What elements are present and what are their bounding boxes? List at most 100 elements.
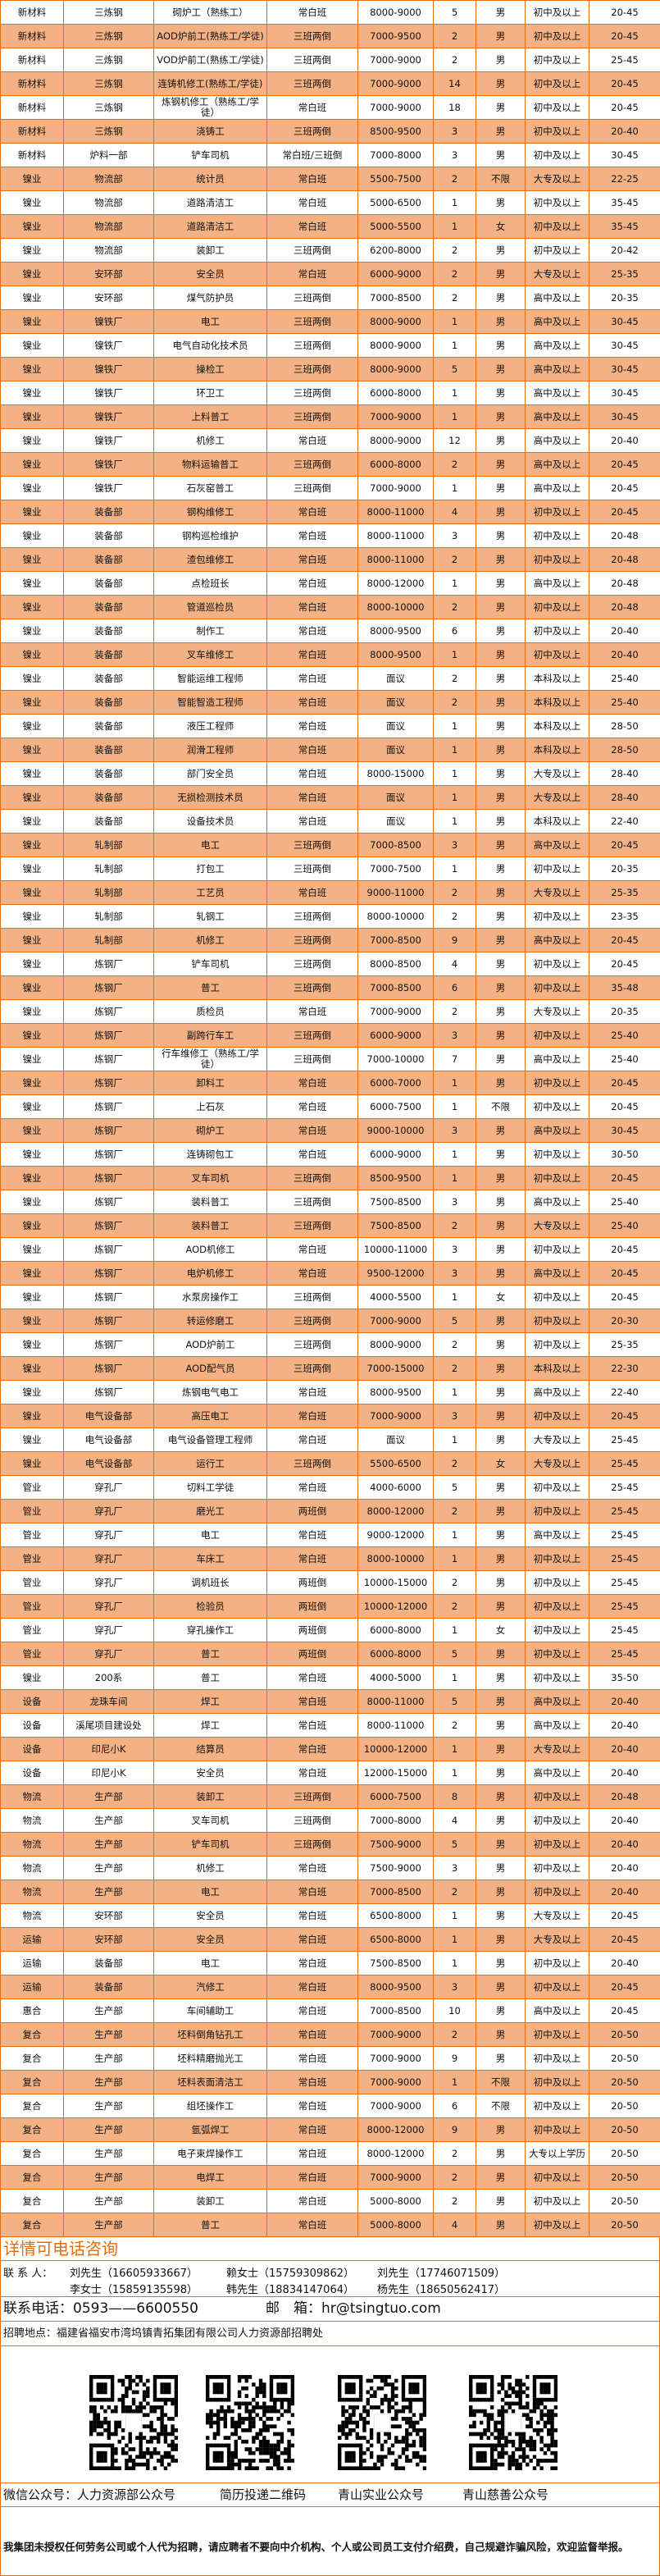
cell-salary: 6000-9000 bbox=[358, 1143, 434, 1167]
cell-shift: 常白班/三班倒 bbox=[267, 144, 358, 167]
cell-gender: 男 bbox=[476, 1167, 526, 1190]
cell-position: 机修工 bbox=[154, 429, 267, 453]
cell-age: 20-50 bbox=[589, 2142, 660, 2166]
cell-education: 大专及以上 bbox=[526, 263, 589, 286]
cell-shift: 三班两倒 bbox=[267, 48, 358, 72]
cell-education: 初中及以上 bbox=[526, 144, 589, 167]
cell-shift: 三班两倒 bbox=[267, 1333, 358, 1357]
cell-shift: 两班倒 bbox=[267, 1619, 358, 1642]
cell-headcount: 2 bbox=[434, 667, 476, 691]
cell-position: 部门安全员 bbox=[154, 762, 267, 786]
cell-shift: 常白班 bbox=[267, 1999, 358, 2023]
cell-salary: 8000-11000 bbox=[358, 1714, 434, 1738]
cell-shift: 三班两倒 bbox=[267, 381, 358, 405]
cell-headcount: 1 bbox=[434, 1167, 476, 1190]
cell-division: 镍业 bbox=[1, 857, 64, 881]
cell-gender: 男 bbox=[476, 453, 526, 477]
cell-headcount: 9 bbox=[434, 2047, 476, 2071]
cell-education: 初中及以上 bbox=[526, 1476, 589, 1500]
cell-position: 连铸机修工(熟练工/学徒) bbox=[154, 72, 267, 96]
cell-division: 镍业 bbox=[1, 1404, 64, 1428]
cell-age: 20-45 bbox=[589, 1975, 660, 1999]
cell-headcount: 2 bbox=[434, 1000, 476, 1024]
cell-division: 管业 bbox=[1, 1547, 64, 1571]
cell-age: 25-45 bbox=[589, 1547, 660, 1571]
cell-gender: 男 bbox=[476, 381, 526, 405]
cell-education: 高中及以上 bbox=[526, 310, 589, 334]
cell-education: 初中及以上 bbox=[526, 952, 589, 976]
cell-education: 初中及以上 bbox=[526, 1857, 589, 1880]
cell-gender: 男 bbox=[476, 48, 526, 72]
cell-gender: 男 bbox=[476, 1666, 526, 1690]
cell-division: 镍业 bbox=[1, 1238, 64, 1262]
contact: 刘先生（17746071509） bbox=[377, 2264, 505, 2280]
cell-position: 装卸工 bbox=[154, 239, 267, 263]
cell-headcount: 1 bbox=[434, 1904, 476, 1928]
cell-department: 炼钢厂 bbox=[64, 976, 154, 1000]
cell-department: 溪尾项目建设处 bbox=[64, 1714, 154, 1738]
cell-shift: 常白班 bbox=[267, 1761, 358, 1785]
cell-position: 轧钢工 bbox=[154, 905, 267, 929]
cell-gender: 男 bbox=[476, 239, 526, 263]
cell-shift: 三班两倒 bbox=[267, 1048, 358, 1071]
cell-education: 大专及以上 bbox=[526, 1214, 589, 1238]
cell-education: 初中及以上 bbox=[526, 976, 589, 1000]
cell-gender: 男 bbox=[476, 72, 526, 96]
cell-division: 管业 bbox=[1, 1571, 64, 1595]
cell-shift: 常白班 bbox=[267, 191, 358, 215]
cell-salary: 6000-8000 bbox=[358, 381, 434, 405]
cell-department: 炼钢厂 bbox=[64, 1095, 154, 1119]
cell-division: 运输 bbox=[1, 1928, 64, 1952]
cell-salary: 面议 bbox=[358, 810, 434, 834]
cell-department: 物流部 bbox=[64, 239, 154, 263]
cell-division: 物流 bbox=[1, 1809, 64, 1833]
cell-salary: 7000-9000 bbox=[358, 96, 434, 120]
cell-age: 20-40 bbox=[589, 1761, 660, 1785]
cell-position: 管道巡检员 bbox=[154, 596, 267, 619]
cell-education: 高中及以上 bbox=[526, 1190, 589, 1214]
cell-division: 镍业 bbox=[1, 1071, 64, 1095]
cell-salary: 8000-9000 bbox=[358, 334, 434, 358]
cell-division: 复合 bbox=[1, 2190, 64, 2213]
cell-gender: 男 bbox=[476, 1833, 526, 1857]
cell-shift: 三班两倒 bbox=[267, 834, 358, 857]
cell-division: 复合 bbox=[1, 2166, 64, 2190]
cell-education: 初中及以上 bbox=[526, 2190, 589, 2213]
cell-department: 生产部 bbox=[64, 1809, 154, 1833]
cell-salary: 8000-9500 bbox=[358, 619, 434, 643]
cell-headcount: 1 bbox=[434, 1381, 476, 1404]
cell-position: 叉车司机 bbox=[154, 1167, 267, 1190]
contacts-label: 联 系 人： bbox=[3, 2264, 52, 2280]
cell-salary: 7500-9000 bbox=[358, 1857, 434, 1880]
cell-headcount: 2 bbox=[434, 596, 476, 619]
cell-shift: 常白班 bbox=[267, 1880, 358, 1904]
cell-position: 汽修工 bbox=[154, 1975, 267, 1999]
cell-position: 智能智造工程师 bbox=[154, 691, 267, 715]
cell-shift: 三班两倒 bbox=[267, 1785, 358, 1809]
cell-department: 生产部 bbox=[64, 2118, 154, 2142]
cell-department: 装备部 bbox=[64, 596, 154, 619]
cell-age: 20-40 bbox=[589, 120, 660, 144]
cell-education: 初中及以上 bbox=[526, 1309, 589, 1333]
cell-age: 20-45 bbox=[589, 1904, 660, 1928]
cell-age: 30-45 bbox=[589, 334, 660, 358]
cell-age: 20-45 bbox=[589, 1999, 660, 2023]
cell-headcount: 1 bbox=[434, 1071, 476, 1095]
cell-gender: 男 bbox=[476, 191, 526, 215]
cell-department: 生产部 bbox=[64, 1833, 154, 1857]
cell-education: 初中及以上 bbox=[526, 2213, 589, 2237]
cell-department: 生产部 bbox=[64, 2166, 154, 2190]
cell-salary: 7000-9000 bbox=[358, 48, 434, 72]
cell-headcount: 12 bbox=[434, 429, 476, 453]
cell-headcount: 2 bbox=[434, 1880, 476, 1904]
cell-education: 初中及以上 bbox=[526, 1595, 589, 1619]
cell-gender: 男 bbox=[476, 1238, 526, 1262]
